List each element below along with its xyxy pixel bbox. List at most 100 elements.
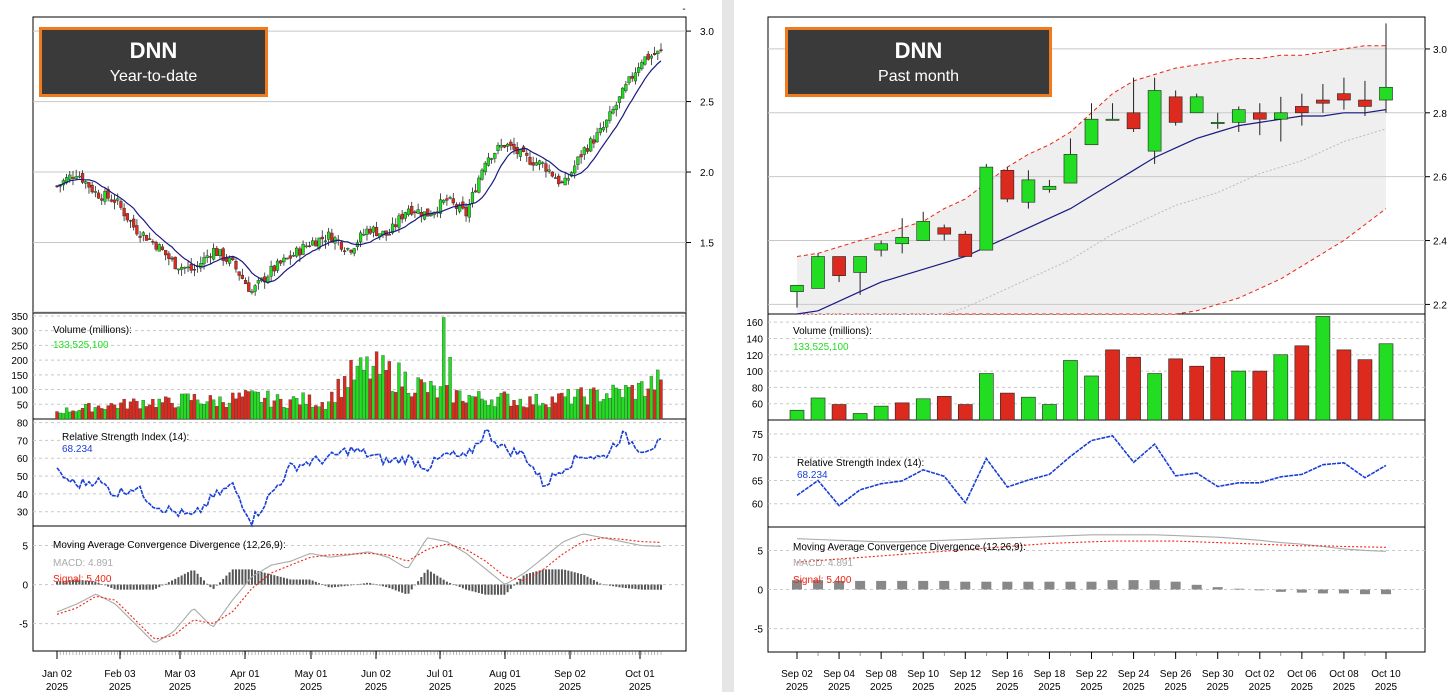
ytd-volume-bar [253,391,257,420]
month-x-date-label: Sep 10 [907,669,939,680]
ytd-volume-bar [598,401,602,420]
ytd-macd-tick-label: -5 [19,620,28,631]
ytd-candle-body [509,141,513,146]
ytd-candle-body [256,280,260,284]
month-rsi-tick-label: 75 [752,430,764,441]
ytd-volume-bar [461,400,465,420]
month-rsi-value: 68.234 [797,470,828,481]
ytd-macd-histogram-bar [570,571,573,585]
month-candle-body [1105,118,1120,121]
ytd-candle-body [320,236,324,240]
ytd-volume-bar [390,391,395,420]
ytd-volume-bar [135,401,139,420]
ytd-macd-histogram-bar [87,580,90,585]
ytd-volume-bar [406,392,411,420]
ytd-macd-histogram-bar [346,584,349,586]
ytd-macd-histogram-bar [311,580,314,585]
month-volume-bar [1084,375,1099,421]
ytd-candle-body [84,181,88,184]
month-candle-body [1252,112,1267,120]
ytd-volume-bar [378,374,382,420]
ytd-volume-bar [605,393,609,420]
ytd-candle-body [298,248,302,256]
ytd-signal-line [56,537,662,640]
ytd-macd-histogram-bar [426,569,429,585]
ytd-rsi-tick-label: 50 [17,472,29,483]
ytd-candle-body [125,213,129,221]
ytd-volume-tick-label: 250 [11,341,28,352]
ytd-candle-body [403,212,407,219]
ytd-x-year-label: 2025 [300,682,323,692]
ytd-macd-histogram-bar [110,584,113,588]
ytd-candle-body [71,177,75,179]
ytd-price-tick-label: 3.0 [700,27,714,38]
ytd-volume-bar [358,357,363,420]
ytd-volume-bar [400,386,404,420]
month-macd-histogram-bar [1233,588,1244,590]
ytd-candle-body [371,226,375,233]
ytd-macd-histogram-bar [656,584,659,590]
ytd-candle-body [467,204,471,218]
ytd-candle-body [512,143,516,150]
ytd-x-year-label: 2025 [46,682,69,692]
month-x-year-label: 2025 [1080,682,1103,692]
ytd-volume-bar [403,371,407,420]
ytd-candle-body [390,223,395,234]
month-macd-histogram-bar [1191,584,1202,590]
ytd-macd-histogram-bar [560,569,563,585]
ytd-macd-histogram-bar [407,584,410,594]
ytd-macd-histogram-bar [634,584,637,590]
ytd-candle-body [534,162,538,166]
ytd-candle-body [189,264,193,271]
ytd-candle-body [362,233,366,236]
ytd-x-year-label: 2025 [365,682,388,692]
ytd-candle-body [96,192,101,199]
month-macd-histogram-bar [1296,589,1307,593]
ytd-candle-body [525,152,529,156]
month-candle-body [1358,99,1372,107]
ytd-candle-body [387,234,391,236]
ytd-x-date-label: Apr 01 [230,669,260,680]
month-volume-bar [873,405,889,421]
ytd-volume-bar [298,404,302,420]
ytd-volume-bar [68,411,72,420]
ytd-candle-body [87,182,91,188]
ytd-macd-histogram-bar [266,573,269,585]
ytd-candle-body [541,162,545,164]
ytd-macd-histogram-bar [148,584,151,590]
month-candle-body [1231,109,1246,123]
ytd-volume-bar [87,402,91,420]
ytd-candle-body [502,145,507,148]
month-candle-body [1042,185,1057,190]
ytd-macd-histogram-bar [241,569,244,585]
ytd-macd-histogram-bar [359,583,362,585]
ytd-macd-histogram-bar [509,584,512,589]
ytd-volume-bar [448,357,452,420]
ytd-volume-bar [208,395,213,420]
month-x-year-label: 2025 [870,682,893,692]
ytd-macd-histogram-bar [640,584,643,590]
ytd-volume-bar [215,405,219,420]
ytd-candle-body [180,266,184,270]
ytd-volume-bar [387,361,392,420]
ytd-candle-body [148,238,152,240]
month-x-date-label: Sep 22 [1076,669,1108,680]
month-candle-body [1337,93,1351,101]
past-month-chart: 2.2 2.4 2.6 2.8 3.0 60 80 100 120 140 160 Volume (m… [746,16,1447,692]
ytd-macd-histogram-bar [576,573,579,585]
ytd-candle-body [119,201,123,208]
ytd-candle-body [240,274,244,279]
ytd-macd-histogram-bar [167,582,170,585]
ytd-volume-bar [521,406,526,420]
ytd-macd-histogram-bar [187,572,190,585]
ytd-macd-histogram-bar [151,584,154,590]
month-price-tick-label: 2.8 [1433,109,1447,120]
ytd-volume-bar [64,407,69,420]
ytd-candle-body [112,199,117,203]
ytd-volume-bar [195,399,200,420]
ytd-candle-body [486,157,491,166]
ytd-volume-bar [122,398,126,420]
ytd-candle-body [416,209,420,214]
month-candle-body [1000,169,1015,200]
ytd-volume-bar [509,405,513,420]
